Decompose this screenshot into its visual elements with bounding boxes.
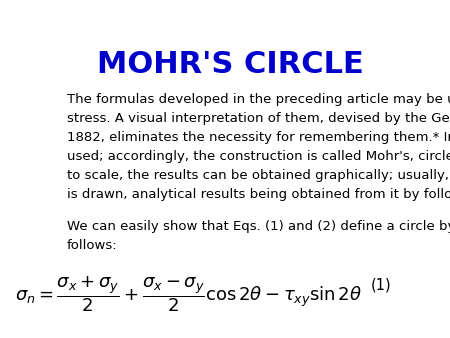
Text: follows:: follows: <box>67 239 117 251</box>
Text: 1882, eliminates the necessity for remembering them.* In this interpretation a c: 1882, eliminates the necessity for remem… <box>67 130 450 144</box>
Text: We can easily show that Eqs. (1) and (2) define a circle by first rewriting them: We can easily show that Eqs. (1) and (2)… <box>67 220 450 233</box>
Text: to scale, the results can be obtained graphically; usually, however, only a roug: to scale, the results can be obtained gr… <box>67 169 450 182</box>
Text: is drawn, analytical results being obtained from it by following the rules given: is drawn, analytical results being obtai… <box>67 188 450 201</box>
Text: stress. A visual interpretation of them, devised by the German engineer Otto Moh: stress. A visual interpretation of them,… <box>67 112 450 125</box>
Text: MOHR'S CIRCLE: MOHR'S CIRCLE <box>97 50 364 79</box>
Text: used; accordingly, the construction is called Mohr's, circle. If this constructi: used; accordingly, the construction is c… <box>67 150 450 163</box>
Text: (1): (1) <box>370 277 391 292</box>
Text: $\sigma_n = \dfrac{\sigma_x + \sigma_y}{2} + \dfrac{\sigma_x - \sigma_y}{2}\cos : $\sigma_n = \dfrac{\sigma_x + \sigma_y}{… <box>15 274 362 314</box>
Text: The formulas developed in the preceding article may be used for any case of plan: The formulas developed in the preceding … <box>67 93 450 105</box>
